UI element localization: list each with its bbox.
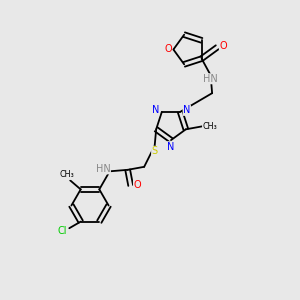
Text: O: O xyxy=(134,180,141,190)
Text: N: N xyxy=(183,105,190,116)
Text: O: O xyxy=(219,41,227,51)
Text: HN: HN xyxy=(96,164,110,174)
Text: CH₃: CH₃ xyxy=(202,122,217,131)
Text: O: O xyxy=(164,44,172,55)
Text: N: N xyxy=(152,105,159,116)
Text: CH₃: CH₃ xyxy=(60,170,75,179)
Text: Cl: Cl xyxy=(58,226,68,236)
Text: S: S xyxy=(152,146,158,156)
Text: N: N xyxy=(167,142,175,152)
Text: HN: HN xyxy=(202,74,217,84)
